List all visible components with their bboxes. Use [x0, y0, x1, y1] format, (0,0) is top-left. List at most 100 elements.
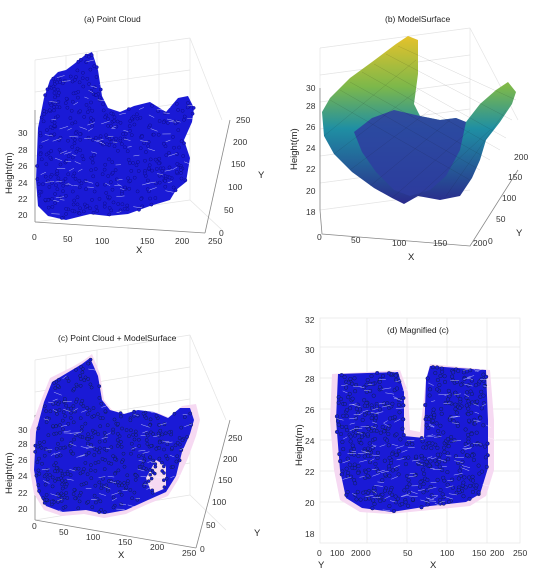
- point-marker: [352, 447, 357, 452]
- panel-c: (c) Point Cloud + ModelSurface 20 22 24 …: [4, 333, 261, 561]
- point-marker: [116, 468, 121, 473]
- mesh-line: [63, 408, 71, 412]
- point-marker: [48, 174, 53, 179]
- point-marker: [61, 179, 66, 184]
- mesh-line: [41, 139, 49, 143]
- point-marker: [143, 158, 147, 163]
- point-marker: [421, 467, 426, 472]
- point-marker: [153, 462, 158, 466]
- point-marker: [481, 372, 486, 377]
- point-marker: [360, 418, 365, 423]
- point-marker: [346, 380, 351, 385]
- point-marker: [103, 182, 107, 187]
- mesh-line: [50, 493, 59, 497]
- point-marker: [94, 205, 99, 209]
- point-marker: [389, 461, 394, 466]
- mesh-line: [409, 495, 418, 497]
- point-marker: [481, 423, 486, 428]
- point-marker: [190, 111, 195, 116]
- point-marker: [147, 163, 152, 167]
- point-marker: [135, 497, 140, 502]
- x-tick-label: 250: [208, 236, 222, 246]
- y-tick-label: 150: [508, 172, 522, 182]
- point-marker: [54, 431, 59, 436]
- point-marker: [52, 120, 57, 125]
- point-marker: [118, 121, 123, 125]
- point-marker: [375, 450, 380, 455]
- point-marker: [157, 119, 162, 123]
- point-marker: [121, 132, 125, 136]
- mesh-line: [351, 493, 357, 496]
- point-marker: [60, 478, 64, 483]
- z-tick-label: 22: [18, 194, 28, 204]
- panel-c-ylabel: Y: [254, 528, 261, 539]
- point-marker: [157, 156, 161, 161]
- mesh-line: [44, 134, 53, 137]
- point-marker: [348, 434, 353, 439]
- point-marker: [159, 460, 164, 465]
- point-marker: [402, 456, 407, 461]
- point-marker: [470, 443, 475, 448]
- mesh-line: [374, 485, 383, 487]
- point-marker: [425, 477, 430, 482]
- point-marker: [36, 182, 41, 186]
- point-marker: [339, 472, 344, 477]
- panel-b-axes: [319, 88, 519, 247]
- point-marker: [431, 365, 436, 370]
- mesh-line: [408, 475, 417, 478]
- mesh-line: [105, 182, 111, 186]
- point-marker: [107, 206, 112, 210]
- mesh-line: [56, 167, 66, 170]
- mesh-line: [395, 407, 405, 409]
- point-marker: [173, 121, 178, 126]
- point-marker: [95, 497, 100, 501]
- point-marker: [116, 431, 120, 436]
- point-marker: [53, 478, 57, 483]
- point-marker: [73, 120, 78, 125]
- x-tick-label: 250: [513, 548, 527, 558]
- point-marker: [41, 182, 45, 187]
- point-marker: [446, 444, 451, 449]
- point-marker: [421, 481, 426, 486]
- point-marker: [460, 449, 465, 454]
- point-marker: [78, 377, 83, 381]
- mesh-line: [117, 183, 123, 187]
- point-marker: [393, 373, 398, 378]
- point-marker: [130, 496, 134, 501]
- point-marker: [112, 144, 117, 148]
- point-marker: [89, 463, 93, 467]
- mesh-line: [434, 436, 442, 438]
- point-marker: [478, 416, 483, 421]
- point-marker: [173, 188, 178, 193]
- point-marker: [469, 392, 474, 397]
- point-marker: [468, 483, 473, 488]
- point-marker: [378, 498, 383, 503]
- point-marker: [161, 464, 166, 469]
- point-marker: [390, 468, 395, 473]
- mesh-line: [101, 120, 110, 125]
- panel-b-xlabel: X: [408, 252, 415, 263]
- point-marker: [49, 499, 54, 504]
- mesh-line: [391, 444, 398, 447]
- mesh-line: [84, 137, 92, 139]
- point-marker: [349, 474, 354, 479]
- point-marker: [445, 451, 450, 456]
- point-marker: [373, 492, 378, 497]
- point-marker: [369, 374, 374, 379]
- point-marker: [52, 124, 57, 128]
- mesh-line: [84, 180, 94, 184]
- mesh-line: [147, 460, 153, 463]
- point-marker: [423, 417, 428, 422]
- mesh-line: [116, 178, 123, 181]
- x-tick-label: 150: [472, 548, 486, 558]
- point-marker: [172, 411, 177, 416]
- point-marker: [395, 386, 400, 391]
- panel-d-x-ticks: 0 50 100 150 200 250: [366, 548, 527, 558]
- point-marker: [97, 384, 102, 389]
- point-marker: [345, 407, 350, 412]
- point-marker: [365, 432, 370, 437]
- point-marker: [165, 456, 170, 461]
- point-marker: [78, 137, 83, 142]
- point-marker: [397, 410, 402, 415]
- point-marker: [424, 459, 429, 464]
